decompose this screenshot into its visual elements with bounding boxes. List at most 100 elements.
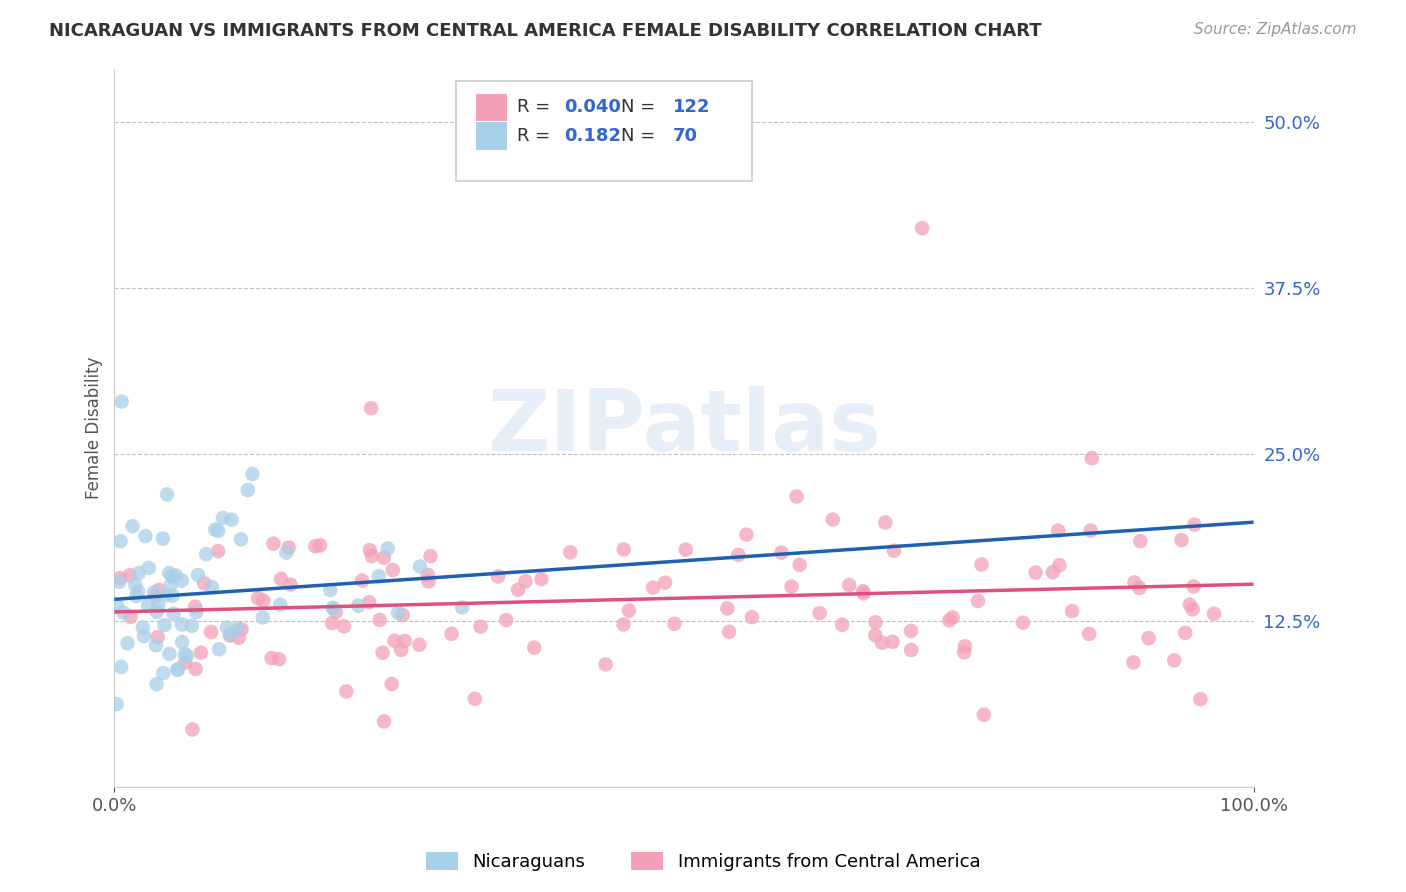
Point xyxy=(789,558,811,572)
Point xyxy=(852,584,875,599)
Point xyxy=(1181,602,1204,616)
Point xyxy=(170,617,193,632)
Point xyxy=(105,697,128,711)
Point xyxy=(560,545,582,559)
Y-axis label: Female Disability: Female Disability xyxy=(86,357,103,499)
Point xyxy=(595,657,617,672)
Point xyxy=(208,642,231,657)
Text: 70: 70 xyxy=(672,127,697,145)
Point xyxy=(1060,604,1083,618)
Point xyxy=(352,574,374,588)
Point xyxy=(1078,627,1101,641)
Point xyxy=(125,589,148,603)
Point xyxy=(193,576,215,591)
Point xyxy=(1129,534,1152,549)
Point xyxy=(381,677,404,691)
Point xyxy=(190,646,212,660)
Point xyxy=(863,628,886,642)
Point xyxy=(359,595,381,609)
Point xyxy=(166,662,188,676)
Point xyxy=(870,636,893,650)
Point xyxy=(146,605,169,619)
Point xyxy=(145,589,167,603)
Point xyxy=(146,630,169,644)
Point xyxy=(162,589,184,603)
Point xyxy=(1178,598,1201,612)
Point xyxy=(127,584,149,599)
Point xyxy=(1184,517,1206,532)
Point xyxy=(110,660,132,674)
Point xyxy=(613,542,636,557)
Point xyxy=(157,647,180,661)
Point xyxy=(166,663,188,677)
Point xyxy=(120,609,142,624)
Point xyxy=(322,600,344,615)
Point xyxy=(153,589,176,603)
Point xyxy=(162,607,184,621)
Point xyxy=(184,599,207,614)
Point xyxy=(416,567,439,582)
Point xyxy=(322,601,344,615)
Point xyxy=(247,591,270,606)
Point xyxy=(1174,626,1197,640)
Text: ZIPatlas: ZIPatlas xyxy=(486,386,882,469)
Point xyxy=(373,550,395,565)
Point xyxy=(451,600,474,615)
Point xyxy=(108,571,131,585)
Point xyxy=(277,541,299,555)
Point xyxy=(148,582,170,597)
Point xyxy=(419,549,441,563)
Point xyxy=(486,569,509,583)
Point xyxy=(228,631,250,645)
Point xyxy=(360,549,382,563)
Point xyxy=(319,583,342,598)
Point xyxy=(280,577,302,591)
Point xyxy=(207,524,229,538)
Point xyxy=(970,558,993,572)
Point xyxy=(770,546,793,560)
Point xyxy=(1080,524,1102,538)
Point xyxy=(145,677,167,691)
Point xyxy=(180,619,202,633)
Point xyxy=(172,635,194,649)
Point xyxy=(953,645,976,659)
Point xyxy=(146,599,169,613)
Point xyxy=(152,532,174,546)
Point xyxy=(276,546,298,560)
Point xyxy=(612,617,634,632)
Point xyxy=(530,572,553,586)
Point xyxy=(381,563,404,577)
Point xyxy=(156,487,179,501)
Point xyxy=(304,539,326,553)
Point xyxy=(321,615,343,630)
FancyBboxPatch shape xyxy=(475,94,508,121)
Point xyxy=(389,643,412,657)
Point xyxy=(160,569,183,583)
Point xyxy=(1128,581,1150,595)
Point xyxy=(387,606,409,620)
Point xyxy=(911,221,934,235)
Point xyxy=(267,652,290,666)
Point xyxy=(218,628,240,642)
Point xyxy=(187,568,209,582)
Point xyxy=(134,529,156,543)
Point xyxy=(875,516,897,530)
Point xyxy=(953,639,976,653)
Point xyxy=(664,616,686,631)
Point xyxy=(786,490,808,504)
Point xyxy=(333,619,356,633)
Point xyxy=(200,625,222,640)
Point xyxy=(181,723,204,737)
Point xyxy=(1047,524,1070,538)
Point xyxy=(240,467,263,481)
Point xyxy=(132,620,155,634)
Point xyxy=(204,523,226,537)
Point xyxy=(195,547,218,561)
Point xyxy=(741,610,763,624)
Point xyxy=(270,572,292,586)
Point xyxy=(394,634,416,648)
Point xyxy=(152,666,174,681)
Point xyxy=(260,651,283,665)
Text: NICARAGUAN VS IMMIGRANTS FROM CENTRAL AMERICA FEMALE DISABILITY CORRELATION CHAR: NICARAGUAN VS IMMIGRANTS FROM CENTRAL AM… xyxy=(49,22,1042,40)
Point xyxy=(143,585,166,599)
